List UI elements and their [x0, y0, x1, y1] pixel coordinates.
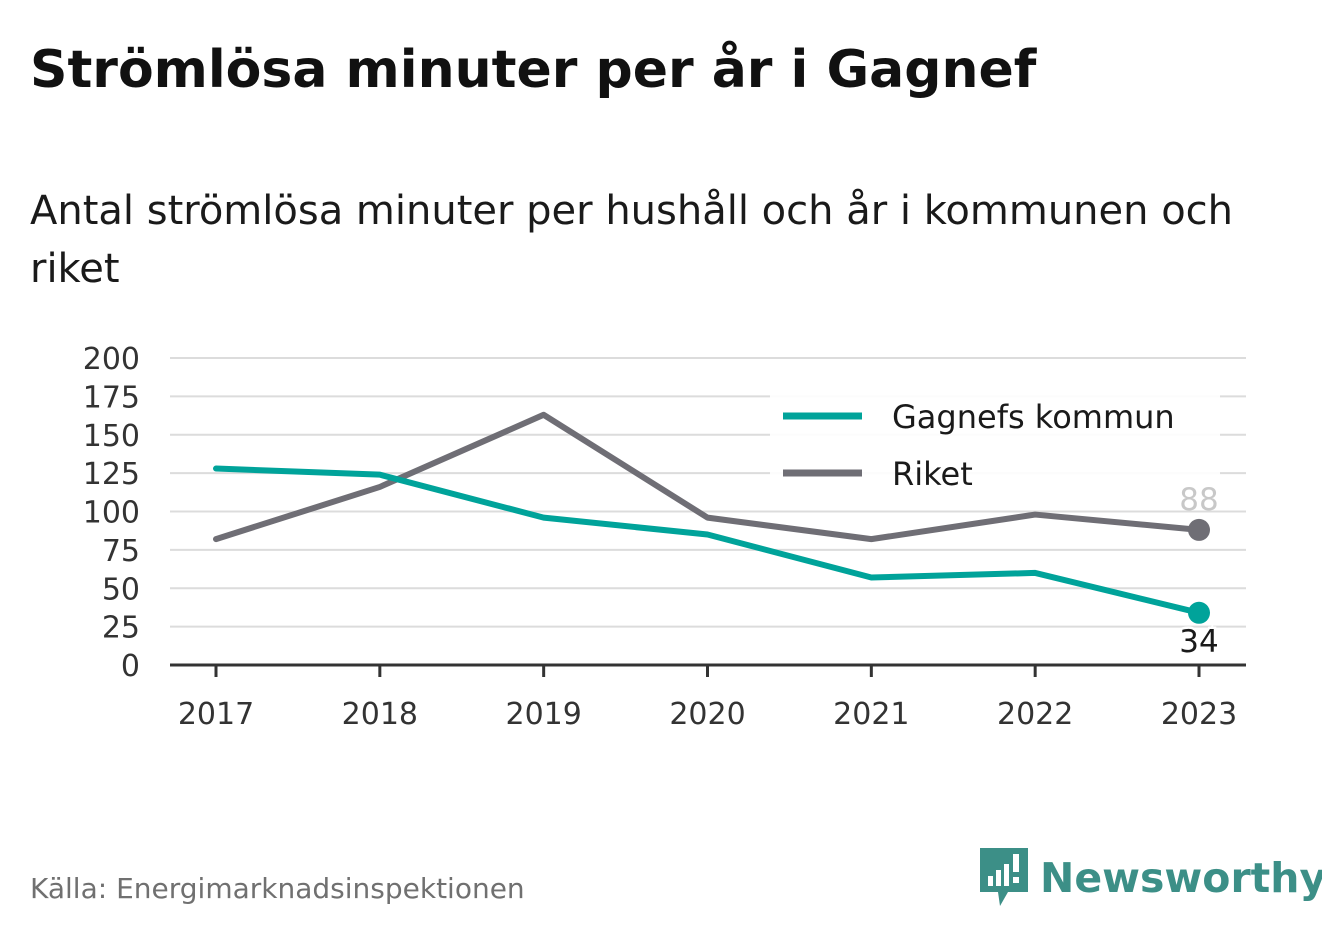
y-tick-label: 50: [102, 572, 140, 607]
legend-label: Riket: [892, 455, 973, 493]
series-end-point-0: [1188, 601, 1210, 624]
brand-logo: Newsworthy: [980, 848, 1322, 908]
brand-name: Newsworthy: [1040, 854, 1322, 902]
data-label-end-0: 34: [1179, 624, 1218, 660]
x-tick-label: 2017: [178, 697, 254, 732]
bar-chart-speech-bubble-icon: [980, 848, 1028, 906]
legend-background: [770, 388, 1220, 498]
legend-label: Gagnefs kommun: [892, 398, 1175, 436]
y-tick-label: 200: [83, 342, 140, 377]
series-line-1: [213, 411, 1202, 543]
series-line-0: [213, 465, 1202, 616]
data-label-end-1: 88: [1179, 482, 1218, 518]
x-tick-label: 2020: [669, 697, 745, 732]
y-tick-label: 175: [83, 380, 140, 415]
y-tick-label: 0: [121, 649, 140, 684]
series-end-point-1: [1188, 518, 1210, 541]
source-note: Källa: Energimarknadsinspektionen: [30, 872, 525, 905]
y-tick-label: 100: [83, 496, 140, 531]
x-tick-label: 2023: [1161, 697, 1237, 732]
y-tick-label: 75: [102, 534, 140, 569]
x-tick-label: 2018: [342, 697, 418, 732]
chart-title: Strömlösa minuter per år i Gagnef: [30, 40, 1037, 100]
x-tick-label: 2022: [997, 697, 1073, 732]
x-tick-label: 2019: [505, 697, 581, 732]
x-tick-label: 2021: [833, 697, 909, 732]
y-tick-label: 125: [83, 457, 140, 492]
y-tick-label: 150: [83, 419, 140, 454]
y-tick-label: 25: [102, 611, 140, 646]
chart-subtitle: Antal strömlösa minuter per hushåll och …: [30, 188, 1234, 292]
